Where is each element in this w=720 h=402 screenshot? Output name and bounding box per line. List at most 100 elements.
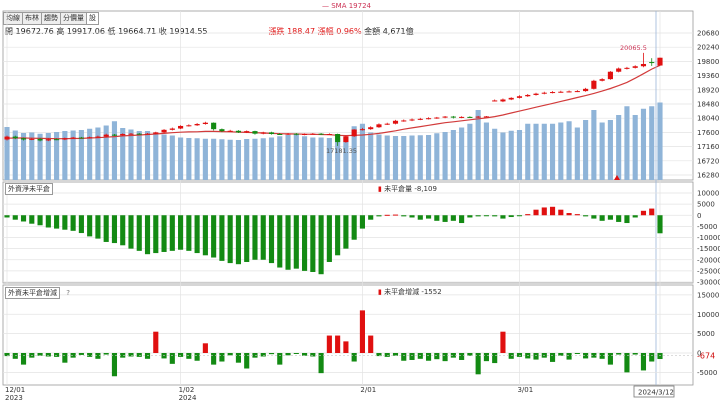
candle-body [169,128,175,130]
chg-bar [128,353,134,357]
tab-ma[interactable]: 均線 [3,12,23,25]
panel2-dropdown[interactable]: 外資淨未平倉 [5,183,53,195]
candle-body [302,134,308,136]
oi-bar [483,215,489,217]
low-label: 低 [107,27,116,36]
chg-marker-label: -674 [697,352,715,361]
tab-settings[interactable]: 設 [86,12,99,25]
candle-body [293,133,299,135]
candle-body [120,134,126,136]
chg-bar [450,353,456,358]
volume-bar [318,137,324,180]
oi-bar [368,215,374,220]
open-label: 開 [5,27,13,36]
panel3-header: 外資未平倉增減 ? [5,287,70,299]
volume-bar [467,123,473,180]
panel2-legend-value: -8,109 [414,185,437,193]
volume-bar [45,133,51,180]
volume-bar [211,138,217,180]
tab-trend[interactable]: 趨勢 [41,12,61,25]
indicator-tabs: 均線 布林 趨勢 分價量 設 [3,12,99,25]
chg-bar [409,353,415,360]
chg-bar [178,353,184,357]
panel3-legend-label: 未平倉增減 [384,288,420,296]
candle-body [549,92,556,94]
panel2-legend-label: 未平倉量 [384,185,413,193]
candle-body [459,116,465,118]
chg-bar [616,353,622,355]
candle-body [624,67,630,69]
panel2-legend: ▮ 未平倉量 -8,109 [378,184,437,194]
candle-body [640,63,647,67]
panel3-dropdown[interactable]: 外資未平倉增減 [5,287,60,299]
volume-bar [409,135,415,180]
chg-bar [558,353,564,356]
chg-bar [70,353,76,358]
volume-bar [624,106,630,180]
candle-body [483,116,489,118]
chg-bar [624,353,630,373]
candle-body [409,119,415,121]
oi-tick-label: -30000 [697,279,720,287]
oi-bar [186,215,192,251]
oi-bar [169,215,175,251]
chg-bar [376,353,382,357]
volume-bar [533,123,539,180]
oi-bar [549,206,556,216]
oi-bar [657,215,663,234]
oi-bar [376,215,382,217]
chg-bar [425,353,432,361]
price-tick-label: 17160 [697,143,719,151]
chg-bar [442,353,448,362]
pct-label: 漲幅 [317,27,334,36]
chg-bar [111,353,118,377]
price-tick-label: 18040 [697,115,719,123]
sma-line [6,64,661,140]
oi-tick-label: -5000 [697,223,717,231]
volume-bar [293,134,299,180]
oi-bar [583,215,589,217]
chg-bar [293,353,299,354]
candle-body [144,133,151,135]
volume-bar [87,128,93,180]
volume-bar [483,122,489,180]
chg-bar [549,353,556,362]
candle-body [525,94,531,97]
chg-bar [277,353,283,365]
oi-bar [20,215,27,222]
current-date-label: 2024/3/12 [638,389,674,397]
oi-bar [202,215,208,256]
candle-body [318,133,324,135]
candle-body [136,133,142,135]
oi-tick-label: 10000 [697,190,719,198]
candle-body [368,127,374,130]
price-tick-label: 20240 [697,44,719,52]
chg-bar [384,353,390,357]
oi-bar [260,215,266,260]
volume-bar [235,140,242,180]
chg-bar [343,341,349,353]
candle-body [161,129,167,133]
volume-bar [335,138,341,180]
volume-bar [516,130,523,180]
candle-body [310,133,316,135]
chg-bar [95,353,101,359]
volume-bar [37,133,43,180]
oi-bar [128,215,134,249]
candle-body [401,120,407,122]
oi-bar [161,215,167,252]
oi-bar [244,215,250,262]
chg-bar [467,353,473,356]
oi-bar [616,215,622,222]
oi-bar [640,210,647,216]
price-tick-label: 16720 [697,157,719,165]
chg-tick-label: 5000 [697,330,715,338]
volume-bar [178,137,184,180]
candle-body [78,137,84,139]
oi-bar [649,208,655,216]
chg-bar [657,353,663,360]
chg-bar [4,353,10,357]
volume-bar [425,135,432,180]
panel3-help-icon[interactable]: ? [66,289,70,297]
